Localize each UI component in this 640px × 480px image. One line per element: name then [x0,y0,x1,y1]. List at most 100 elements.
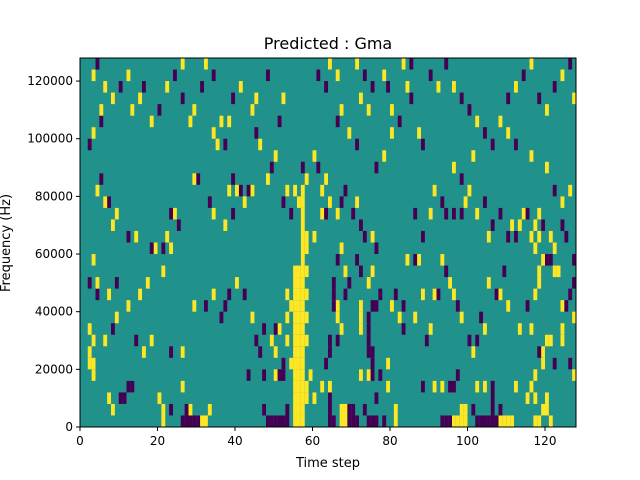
heatmap-cell [572,311,577,324]
heatmap-cell [312,230,317,243]
heatmap-cell [490,403,495,416]
heatmap-cell [483,380,487,393]
heatmap-cell [475,380,480,393]
heatmap-cell [258,346,263,358]
heatmap-cell [432,288,437,301]
heatmap-cell [572,277,577,289]
heatmap-cell [483,127,487,139]
heatmap-cell [223,138,228,151]
heatmap-cell [552,184,557,197]
heatmap-cell [87,357,92,370]
heatmap-cell [366,334,371,347]
heatmap-cell [366,104,371,116]
heatmap-cell [390,127,394,139]
heatmap-cell [246,184,251,197]
heatmap-cell [250,104,255,116]
heatmap-cell [421,288,425,301]
heatmap-cell [269,334,274,347]
heatmap-cell [328,392,332,404]
heatmap-cell [502,265,507,278]
y-axis: 0 20000 40000 60000 80000 100000 120000 [27,74,80,434]
heatmap-cell [95,58,100,70]
heatmap-cell [118,392,123,404]
heatmap-cell [525,300,530,312]
heatmap-cell [293,288,298,301]
heatmap-cell [111,92,115,105]
heatmap-cell [378,369,383,381]
heatmap-cell [541,219,546,231]
heatmap-cell [490,392,495,404]
heatmap-cell [297,277,301,289]
heatmap-cell [231,92,236,105]
heatmap-cell [250,311,255,324]
heatmap-cell [99,104,104,116]
heatmap-cell [114,311,119,324]
heatmap-cell [173,69,177,82]
heatmap-cell [266,415,270,427]
plot-area [79,57,577,428]
heatmap-cell [161,415,166,427]
heatmap-cell [219,311,224,324]
heatmap-cell [300,346,305,358]
heatmap-cell [428,69,433,82]
heatmap-cell [452,161,456,174]
heatmap-cell [331,288,336,301]
heatmap-cell [300,323,305,335]
heatmap-cell [533,415,538,427]
heatmap-cell [506,127,511,139]
heatmap-cell [533,392,538,404]
heatmap-cell [331,415,336,427]
heatmap-cell [444,265,449,278]
heatmap-cell [238,184,243,197]
heatmap-cell [572,92,577,105]
heatmap-cell [436,81,441,93]
heatmap-cell [572,369,577,381]
heatmap-cell [537,346,542,358]
heatmap-cell [370,415,375,427]
heatmap-cell [463,196,468,208]
heatmap-cell [324,173,329,185]
heatmap-cell [246,369,251,381]
heatmap-cell [316,69,321,82]
heatmap-cell [452,81,456,93]
heatmap-cell [300,311,305,324]
heatmap-cell [467,184,472,197]
heatmap-cell [188,403,193,416]
heatmap-cell [347,277,352,289]
heatmap-cell [548,230,553,243]
heatmap-cell [273,323,278,335]
heatmap-cell [219,115,224,128]
heatmap-cell [262,323,267,335]
heatmap-cell [297,392,301,404]
heatmap-cell [188,415,193,427]
heatmap-cell [490,380,495,393]
heatmap-cell [99,115,104,128]
heatmap-cell [297,334,301,347]
heatmap-cell [494,415,499,427]
heatmap-cell [91,357,96,370]
heatmap-cell [281,92,286,105]
heatmap-cell [545,254,549,266]
heatmap-cell [440,380,445,393]
x-axis-label: Time step [295,456,360,471]
heatmap-cell [560,300,565,312]
heatmap-cell [459,403,464,416]
heatmap-cell [545,403,549,416]
heatmap-cell [486,230,491,243]
heatmap-cell [254,92,259,105]
heatmap-cell [529,150,534,162]
heatmap-cell [374,300,379,312]
heatmap-cell [421,138,425,151]
heatmap-cell [533,242,538,255]
heatmap-cell [304,380,309,393]
heatmap-cell [498,415,503,427]
heatmap-cell [374,242,379,255]
heatmap-cell [87,277,92,289]
heatmap-cell [444,207,449,220]
heatmap-cell [413,311,418,324]
heatmap-cell [297,380,301,393]
heatmap-cell [366,323,371,335]
heatmap-cell [297,196,301,208]
heatmap-cell [91,127,96,139]
heatmap-cell [285,184,290,197]
